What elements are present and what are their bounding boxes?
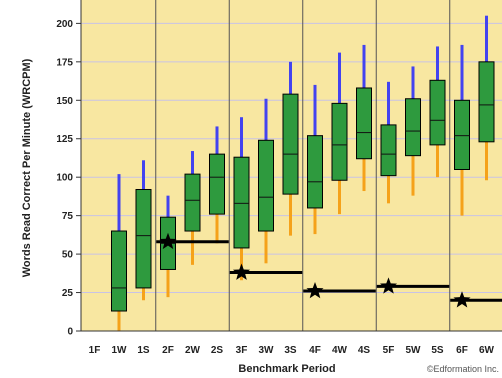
box-4W: [331, 52, 348, 215]
x-tick-label: 3F: [236, 345, 248, 356]
box-3S: [282, 61, 299, 236]
box-series: [111, 15, 495, 331]
y-axis-title: Words Read Correct Per Minute (WRCPM): [21, 58, 33, 277]
x-tick-label: 1S: [137, 345, 150, 356]
x-tick-label: 3S: [284, 345, 297, 356]
box-body: [478, 61, 495, 143]
box-body: [258, 139, 274, 232]
box-body: [380, 124, 397, 177]
x-axis-title: Benchmark Period: [238, 363, 335, 375]
x-tick-label: 1F: [89, 345, 101, 356]
credit-text: ©Edformation Inc.: [427, 364, 499, 374]
y-tick-label: 175: [56, 57, 73, 68]
box-1S: [135, 160, 152, 301]
box-2W: [184, 151, 201, 265]
x-tick-label: 4W: [332, 345, 348, 356]
y-axis-ticks: 0 25 50 75 100 125 150 175 200: [56, 19, 81, 338]
benchmark-star: [453, 291, 471, 308]
box-body: [356, 87, 372, 160]
box-5S: [429, 46, 446, 178]
box-body: [405, 98, 421, 157]
benchmark-star: [232, 263, 251, 280]
box-6F: [454, 44, 470, 216]
x-tick-label: 2F: [162, 345, 174, 356]
box-body: [454, 99, 470, 170]
y-tick-label: 0: [67, 327, 73, 338]
x-tick-label: 5F: [383, 345, 395, 356]
x-tick-label: 6W: [479, 345, 495, 356]
y-tick-label: 200: [56, 19, 73, 30]
x-tick-label: 2S: [211, 345, 224, 356]
box-6W: [478, 15, 495, 181]
box-3F: [233, 117, 250, 281]
benchmark-series: [156, 232, 502, 308]
x-tick-label: 3W: [259, 345, 275, 356]
benchmark-star: [159, 232, 177, 250]
x-tick-label: 4F: [309, 345, 321, 356]
x-tick-label: 2W: [185, 345, 201, 356]
box-4S: [356, 44, 372, 192]
benchmark-5F: [376, 277, 450, 294]
y-tick-label: 100: [56, 173, 73, 184]
box-body: [135, 188, 152, 289]
y-tick-label: 125: [56, 134, 73, 145]
box-body: [184, 173, 201, 232]
box-1W: [111, 174, 127, 331]
x-axis-ticks: 1F1W1S2F2W2S3F3W3S4F4W4S5F5W5S6F6W6S: [89, 345, 495, 356]
benchmark-2F: [156, 232, 229, 250]
box-5W: [405, 66, 421, 196]
benchmark-star: [379, 277, 398, 294]
box-body: [331, 102, 348, 181]
box-2S: [209, 126, 225, 244]
y-tick-label: 25: [62, 288, 74, 299]
y-tick-label: 50: [62, 250, 74, 261]
x-tick-label: 4S: [358, 345, 371, 356]
x-tick-label: 5S: [431, 345, 444, 356]
benchmark-4F: [303, 282, 376, 299]
x-tick-label: 1W: [112, 345, 128, 356]
box-body: [307, 135, 323, 209]
box-body: [429, 79, 446, 146]
box-body: [233, 156, 250, 249]
box-body: [111, 230, 127, 312]
y-tick-label: 150: [56, 96, 73, 107]
benchmark-star: [306, 282, 324, 299]
x-tick-label: 6F: [456, 345, 468, 356]
box-body: [209, 153, 225, 215]
box-5F: [380, 81, 397, 204]
box-4F: [307, 84, 323, 235]
y-tick-label: 75: [62, 211, 74, 222]
period-dividers: [155, 0, 451, 331]
box-body: [282, 93, 299, 195]
box-3W: [258, 98, 274, 264]
benchmark-3F: [229, 263, 303, 280]
x-tick-label: 5W: [406, 345, 422, 356]
benchmark-6F: [450, 291, 502, 308]
